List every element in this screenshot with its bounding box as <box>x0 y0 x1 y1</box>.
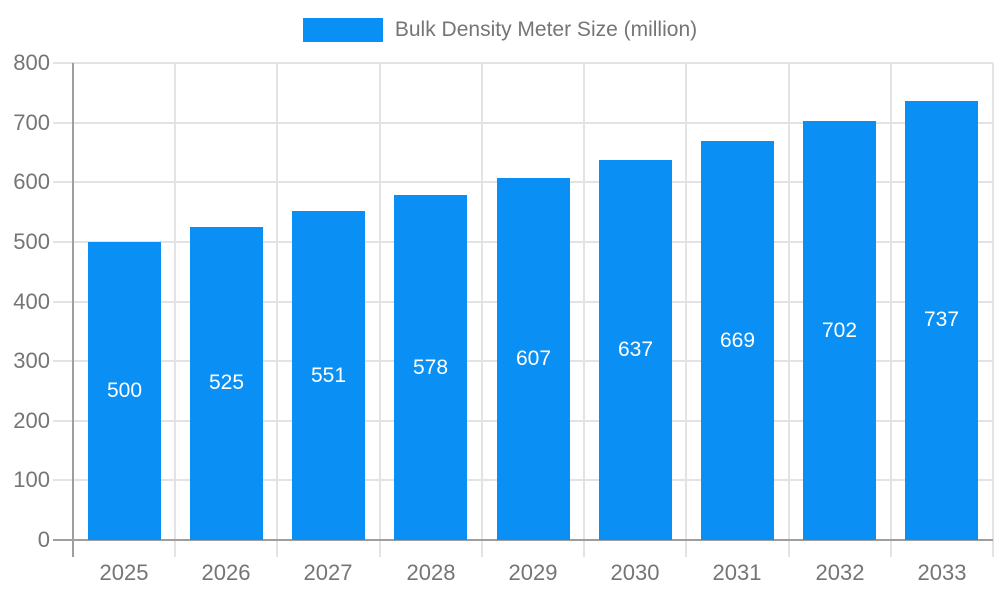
y-tick-label: 200 <box>13 407 50 433</box>
x-tick-label: 2029 <box>508 560 558 585</box>
x-tick-label: 2033 <box>917 560 967 585</box>
v-gridline <box>787 63 790 557</box>
bar[interactable]: 637 <box>599 160 672 540</box>
y-tick-label: 700 <box>13 109 50 135</box>
v-gridline <box>174 63 177 557</box>
x-tick-label: 2032 <box>815 560 865 585</box>
bar[interactable]: 578 <box>394 195 467 540</box>
y-tick-label: 300 <box>13 348 50 374</box>
x-tick-label: 2028 <box>406 560 456 585</box>
bar[interactable]: 525 <box>190 226 263 540</box>
bar[interactable]: 702 <box>803 121 876 540</box>
h-gridline <box>53 62 993 64</box>
bar[interactable]: 669 <box>701 141 774 540</box>
x-tick-label: 2025 <box>99 560 149 585</box>
v-gridline <box>378 63 381 557</box>
y-axis-line <box>72 63 74 557</box>
h-gridline <box>53 121 993 124</box>
y-tick-label: 0 <box>37 527 50 552</box>
x-tick-label: 2027 <box>303 560 353 585</box>
y-tick-label: 600 <box>13 169 50 195</box>
y-tick-label: 800 <box>13 50 50 75</box>
x-tick-label: 2026 <box>201 560 251 585</box>
bar-value-label: 578 <box>412 355 449 379</box>
bar-value-label: 669 <box>719 328 756 352</box>
bar[interactable]: 551 <box>292 211 365 540</box>
v-gridline <box>583 63 586 557</box>
bar-value-label: 737 <box>923 308 960 332</box>
bar-value-label: 637 <box>617 338 654 362</box>
bar-value-label: 525 <box>208 371 245 395</box>
bar[interactable]: 500 <box>88 241 161 540</box>
bar[interactable]: 607 <box>497 178 570 540</box>
y-tick-label: 400 <box>13 288 50 314</box>
bar[interactable]: 737 <box>905 100 978 540</box>
v-gridline <box>276 63 279 557</box>
v-gridline <box>889 63 892 557</box>
legend-item[interactable]: Bulk Density Meter Size (million) <box>0 14 1000 46</box>
y-tick-label: 500 <box>13 228 50 254</box>
bar-value-label: 500 <box>106 378 143 402</box>
x-tick-label: 2030 <box>610 560 660 585</box>
v-gridline <box>685 63 688 557</box>
x-axis-line <box>53 539 993 541</box>
v-gridline <box>992 63 994 557</box>
legend-swatch <box>302 18 383 42</box>
bar-value-label: 607 <box>515 347 552 371</box>
legend-label: Bulk Density Meter Size (million) <box>394 18 698 41</box>
bar-value-label: 702 <box>821 318 858 342</box>
v-gridline <box>480 63 483 557</box>
y-tick-label: 100 <box>13 467 50 493</box>
x-tick-label: 2031 <box>712 560 762 585</box>
bar-value-label: 551 <box>310 363 347 387</box>
